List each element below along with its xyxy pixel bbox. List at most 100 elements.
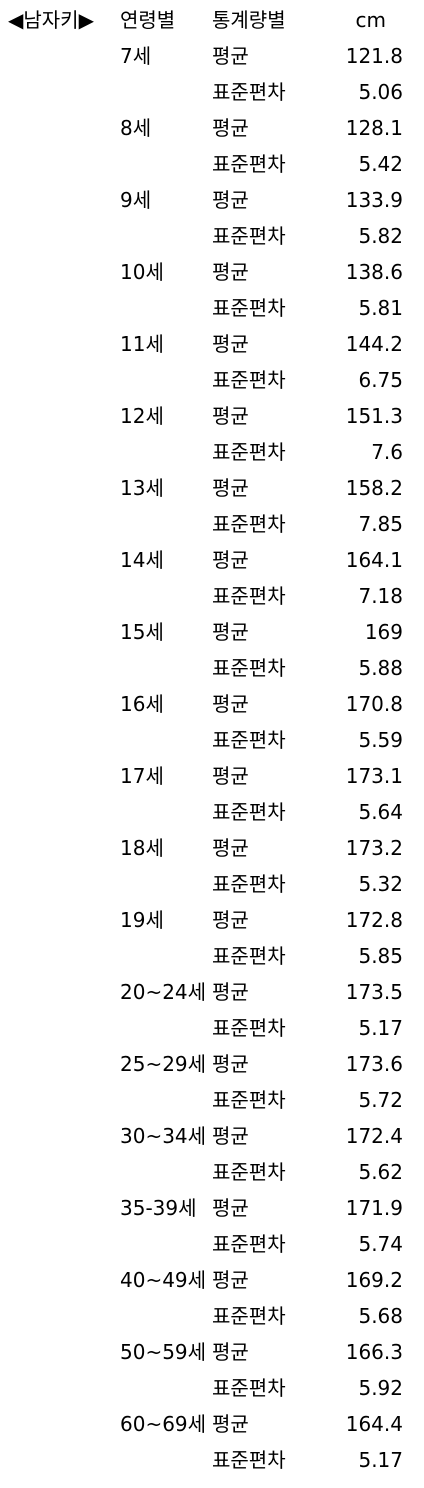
sd-value-cell: 5.32 [358, 872, 403, 896]
sd-label-cell: 표준편차 [212, 872, 286, 896]
unit-column-header: cm [355, 8, 386, 32]
mean-label-cell: 평균 [212, 116, 249, 140]
age-column-header: 연령별 [120, 8, 176, 32]
sd-value-cell: 6.75 [358, 368, 403, 392]
sd-value-cell: 5.62 [358, 1160, 403, 1184]
age-cell: 60~69세 [120, 1412, 207, 1436]
mean-label-cell: 평균 [212, 1124, 249, 1148]
mean-value-cell: 164.4 [345, 1412, 403, 1436]
mean-value-cell: 121.8 [345, 44, 403, 68]
sd-value-cell: 5.88 [358, 656, 403, 680]
sd-label-cell: 표준편차 [212, 368, 286, 392]
sd-label-cell: 표준편차 [212, 1304, 286, 1328]
mean-label-cell: 평균 [212, 476, 249, 500]
mean-value-cell: 166.3 [345, 1340, 403, 1364]
sd-label-cell: 표준편차 [212, 656, 286, 680]
mean-label-cell: 평균 [212, 260, 249, 284]
age-cell: 16세 [120, 692, 164, 716]
sd-label-cell: 표준편차 [212, 1448, 286, 1472]
mean-label-cell: 평균 [212, 980, 249, 1004]
mean-value-cell: 172.4 [345, 1124, 403, 1148]
mean-value-cell: 173.5 [345, 980, 403, 1004]
sd-label-cell: 표준편차 [212, 1088, 286, 1112]
sd-value-cell: 7.85 [358, 512, 403, 536]
mean-value-cell: 173.6 [345, 1052, 403, 1076]
age-cell: 14세 [120, 548, 164, 572]
sd-value-cell: 5.72 [358, 1088, 403, 1112]
mean-label-cell: 평균 [212, 1412, 249, 1436]
table-title: ◀남자키▶ [8, 8, 94, 32]
age-cell: 25~29세 [120, 1052, 207, 1076]
age-cell: 13세 [120, 476, 164, 500]
sd-value-cell: 7.6 [371, 440, 403, 464]
mean-label-cell: 평균 [212, 620, 249, 644]
mean-label-cell: 평균 [212, 404, 249, 428]
mean-value-cell: 172.8 [345, 908, 403, 932]
sd-value-cell: 5.74 [358, 1232, 403, 1256]
mean-value-cell: 169 [364, 620, 403, 644]
sd-label-cell: 표준편차 [212, 440, 286, 464]
age-cell: 17세 [120, 764, 164, 788]
mean-value-cell: 170.8 [345, 692, 403, 716]
age-cell: 15세 [120, 620, 164, 644]
age-cell: 10세 [120, 260, 164, 284]
sd-label-cell: 표준편차 [212, 80, 286, 104]
sd-label-cell: 표준편차 [212, 1160, 286, 1184]
mean-label-cell: 평균 [212, 44, 249, 68]
mean-value-cell: 164.1 [345, 548, 403, 572]
age-cell: 40~49세 [120, 1268, 207, 1292]
mean-label-cell: 평균 [212, 692, 249, 716]
mean-label-cell: 평균 [212, 188, 249, 212]
mean-label-cell: 평균 [212, 908, 249, 932]
age-cell: 11세 [120, 332, 164, 356]
sd-value-cell: 5.92 [358, 1376, 403, 1400]
sd-value-cell: 5.68 [358, 1304, 403, 1328]
mean-value-cell: 151.3 [345, 404, 403, 428]
sd-value-cell: 5.81 [358, 296, 403, 320]
mean-label-cell: 평균 [212, 1196, 249, 1220]
mean-value-cell: 138.6 [345, 260, 403, 284]
mean-value-cell: 169.2 [345, 1268, 403, 1292]
sd-label-cell: 표준편차 [212, 728, 286, 752]
mean-label-cell: 평균 [212, 764, 249, 788]
mean-value-cell: 128.1 [345, 116, 403, 140]
mean-value-cell: 173.2 [345, 836, 403, 860]
age-cell: 7세 [120, 44, 152, 68]
sd-label-cell: 표준편차 [212, 800, 286, 824]
mean-value-cell: 144.2 [345, 332, 403, 356]
mean-label-cell: 평균 [212, 1340, 249, 1364]
age-cell: 20~24세 [120, 980, 207, 1004]
sd-value-cell: 5.59 [358, 728, 403, 752]
age-cell: 50~59세 [120, 1340, 207, 1364]
sd-value-cell: 5.17 [358, 1016, 403, 1040]
sd-label-cell: 표준편차 [212, 296, 286, 320]
sd-label-cell: 표준편차 [212, 224, 286, 248]
mean-value-cell: 173.1 [345, 764, 403, 788]
sd-value-cell: 7.18 [358, 584, 403, 608]
mean-value-cell: 171.9 [345, 1196, 403, 1220]
sd-value-cell: 5.17 [358, 1448, 403, 1472]
mean-value-cell: 158.2 [345, 476, 403, 500]
sd-value-cell: 5.85 [358, 944, 403, 968]
mean-label-cell: 평균 [212, 1268, 249, 1292]
age-cell: 9세 [120, 188, 152, 212]
sd-value-cell: 5.06 [358, 80, 403, 104]
sd-label-cell: 표준편차 [212, 1016, 286, 1040]
age-cell: 12세 [120, 404, 164, 428]
mean-label-cell: 평균 [212, 332, 249, 356]
sd-value-cell: 5.42 [358, 152, 403, 176]
sd-label-cell: 표준편차 [212, 1376, 286, 1400]
age-cell: 35-39세 [120, 1196, 197, 1220]
age-cell: 8세 [120, 116, 152, 140]
sd-label-cell: 표준편차 [212, 512, 286, 536]
mean-label-cell: 평균 [212, 836, 249, 860]
sd-value-cell: 5.64 [358, 800, 403, 824]
mean-label-cell: 평균 [212, 548, 249, 572]
age-cell: 19세 [120, 908, 164, 932]
age-cell: 18세 [120, 836, 164, 860]
sd-label-cell: 표준편차 [212, 584, 286, 608]
age-cell: 30~34세 [120, 1124, 207, 1148]
stat-column-header: 통계량별 [212, 8, 286, 32]
sd-label-cell: 표준편차 [212, 1232, 286, 1256]
